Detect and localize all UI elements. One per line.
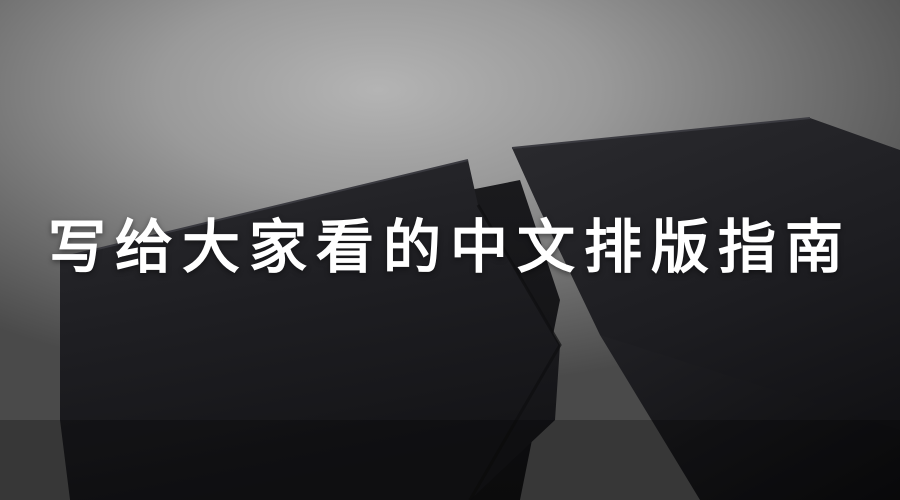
paper-left-crease — [468, 204, 562, 500]
paper-lower-right-face — [600, 335, 900, 500]
paper-left-edge-highlight — [59, 159, 469, 259]
paper-right-edge-highlight — [511, 117, 811, 149]
cover-title: 写给大家看的中文排版指南 — [47, 213, 852, 281]
paper-left-block — [60, 160, 560, 500]
bottom-shadow — [0, 420, 900, 500]
